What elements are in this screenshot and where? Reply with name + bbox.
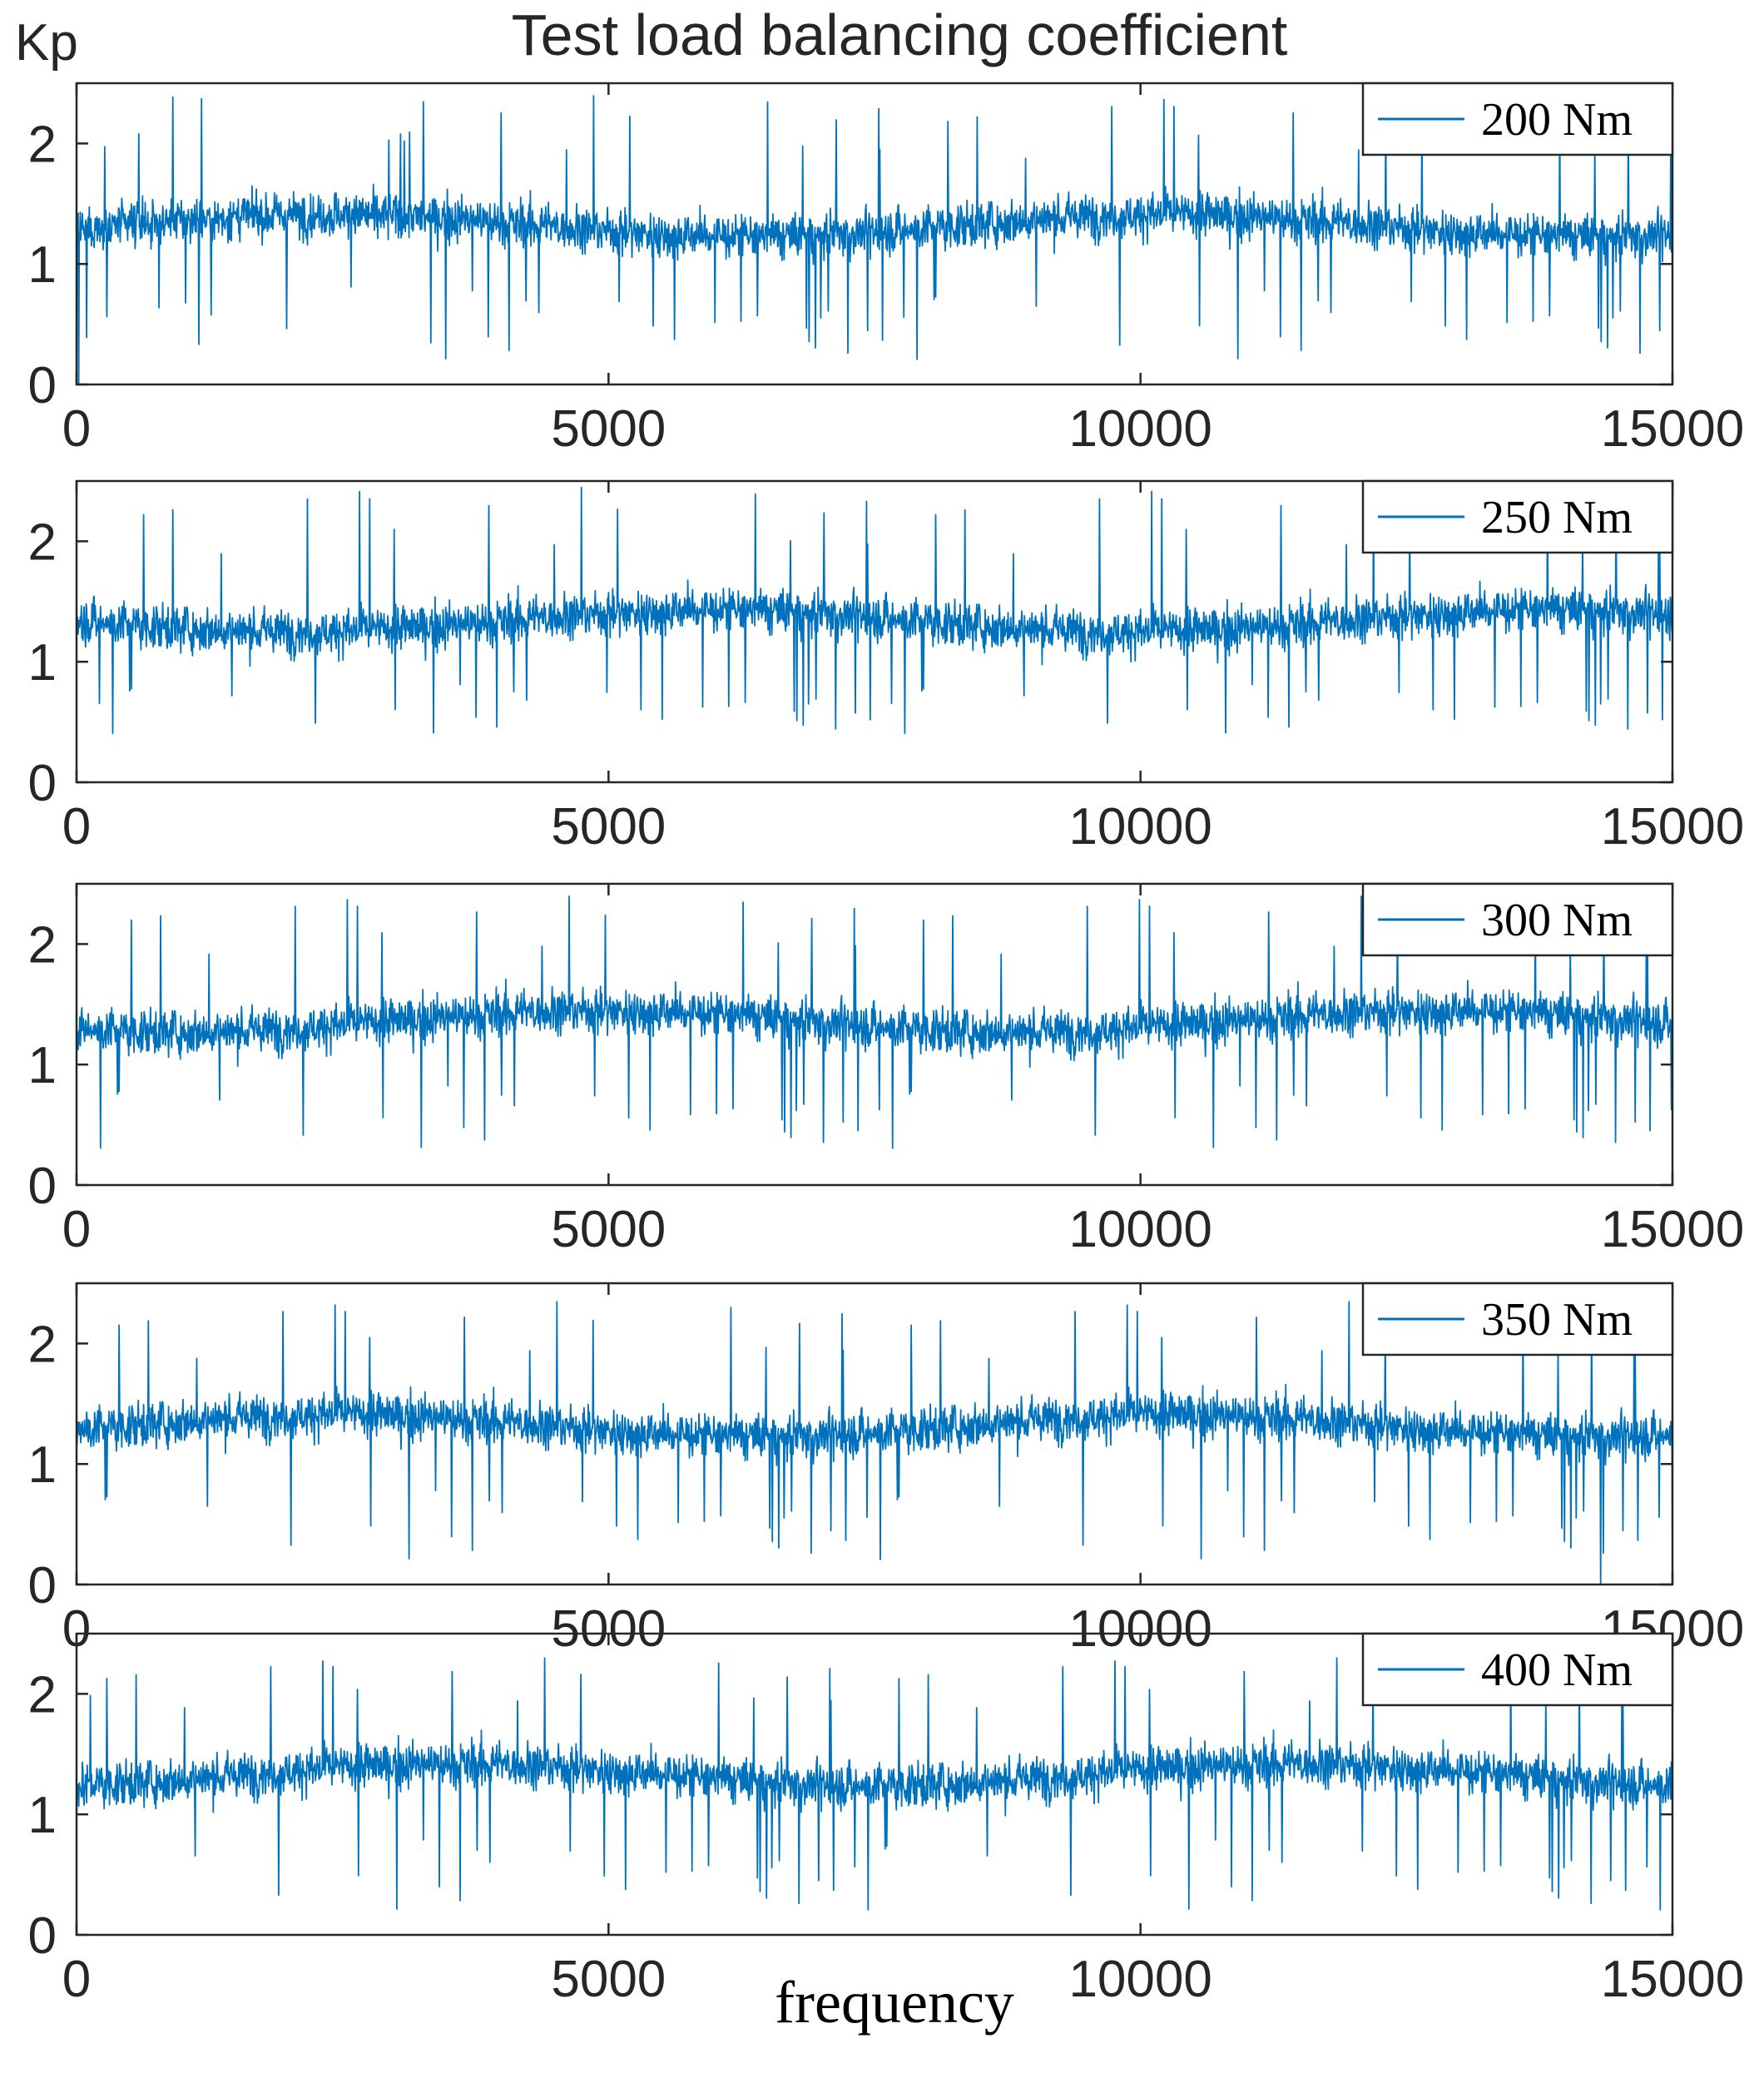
x-tick-label: 5000 — [551, 1201, 666, 1258]
subplot-1: 0 5000 10000 15000 0 1 2 200 Nm — [28, 82, 1744, 458]
x-tick-label: 5000 — [551, 1951, 666, 2008]
y-tick-label: 1 — [28, 1037, 57, 1094]
y-axis-label: Kp — [15, 14, 78, 72]
series-line — [76, 486, 1673, 735]
axes-box — [75, 479, 1674, 784]
legend-label: 250 Nm — [1481, 492, 1633, 543]
legend-label: 350 Nm — [1481, 1294, 1633, 1346]
axes-box — [75, 82, 1674, 386]
x-tick-label: 5000 — [551, 400, 666, 458]
legend-label: 300 Nm — [1481, 895, 1633, 946]
legend-label: 400 Nm — [1481, 1644, 1633, 1696]
x-tick-label: 0 — [62, 1201, 91, 1258]
x-tick-label: 10000 — [1068, 1201, 1212, 1258]
x-tick-label: 10000 — [1068, 400, 1212, 458]
legend: 350 Nm — [1361, 1282, 1674, 1356]
x-tick-label: 5000 — [551, 798, 666, 855]
y-tick-label: 2 — [28, 916, 57, 974]
y-tick-label: 2 — [28, 1316, 57, 1373]
x-tick-label: 15000 — [1601, 1201, 1744, 1258]
y-tick-label: 0 — [28, 357, 57, 414]
y-tick-label: 0 — [28, 1158, 57, 1215]
y-tick-label: 1 — [28, 1787, 57, 1844]
y-tick-label: 0 — [28, 1557, 57, 1614]
x-tick-label: 0 — [62, 1951, 91, 2008]
x-tick-label: 0 — [62, 798, 91, 855]
legend: 300 Nm — [1361, 882, 1674, 957]
subplot-2: 0 5000 10000 15000 0 1 2 250 Nm — [28, 479, 1744, 855]
legend: 250 Nm — [1361, 479, 1674, 554]
x-axis-label: frequency — [775, 1969, 1014, 2036]
legend: 400 Nm — [1361, 1632, 1674, 1707]
legend: 200 Nm — [1361, 82, 1674, 156]
y-tick-label: 1 — [28, 236, 57, 294]
subplot-5: 0 5000 10000 15000 0 1 2 400 Nm — [28, 1632, 1744, 2008]
x-tick-label: 5000 — [551, 1600, 666, 1658]
x-tick-label: 10000 — [1068, 1951, 1212, 2008]
axes-box — [75, 882, 1674, 1187]
axes-box — [75, 1282, 1674, 1586]
y-tick-label: 0 — [28, 1907, 57, 1965]
y-tick-label: 1 — [28, 634, 57, 692]
axes-box — [75, 1632, 1674, 1937]
series-line — [76, 95, 1673, 385]
subplot-3: 0 5000 10000 15000 0 1 2 300 Nm — [28, 882, 1744, 1258]
x-tick-label: 15000 — [1601, 798, 1744, 855]
y-tick-label: 0 — [28, 755, 57, 812]
y-tick-label: 2 — [28, 116, 57, 173]
y-tick-label: 2 — [28, 513, 57, 571]
x-tick-label: 0 — [62, 400, 91, 458]
x-tick-label: 15000 — [1601, 1951, 1744, 2008]
y-tick-label: 2 — [28, 1666, 57, 1723]
y-tick-label: 1 — [28, 1436, 57, 1494]
series-line — [76, 895, 1673, 1149]
series-line — [76, 1657, 1673, 1911]
legend-label: 200 Nm — [1481, 94, 1633, 146]
x-tick-label: 15000 — [1601, 400, 1744, 458]
x-tick-label: 10000 — [1068, 798, 1212, 855]
x-tick-label: 10000 — [1068, 1600, 1212, 1658]
chart-title: Test load balancing coefficient — [512, 2, 1288, 67]
series-line — [76, 1301, 1673, 1585]
